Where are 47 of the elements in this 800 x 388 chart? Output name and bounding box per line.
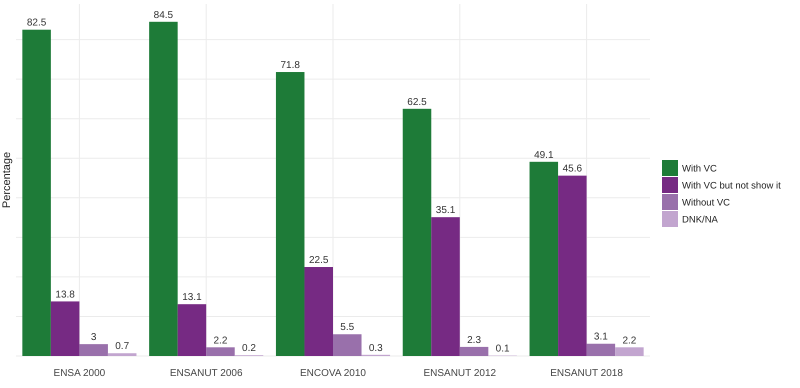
legend-label: With VC <box>682 163 717 174</box>
bar <box>276 72 304 356</box>
legend-label: DNK/NA <box>682 214 719 226</box>
bar <box>558 176 587 356</box>
bar <box>178 304 206 356</box>
data-label: 62.5 <box>407 96 428 108</box>
bar <box>149 22 178 356</box>
y-axis-title: Percentage <box>1 152 13 208</box>
legend-label: With VC but not show it <box>682 180 782 192</box>
data-label: 2.2 <box>214 335 228 346</box>
data-label: 45.6 <box>562 164 582 175</box>
data-label: 82.5 <box>26 18 47 29</box>
data-label: 22.5 <box>309 255 329 266</box>
bar <box>333 334 362 356</box>
data-label: 13.8 <box>55 289 76 300</box>
data-label: 84.5 <box>154 10 174 21</box>
bar <box>206 347 235 356</box>
bar <box>402 108 432 356</box>
data-label: 35.1 <box>436 205 456 216</box>
bar <box>304 267 333 356</box>
data-label: 0.7 <box>115 341 130 352</box>
bar <box>431 217 460 356</box>
bar <box>460 346 488 356</box>
bar <box>530 162 558 356</box>
data-label: 49.1 <box>534 150 554 161</box>
data-label: 3.1 <box>594 332 608 343</box>
data-label: 0.1 <box>496 344 510 355</box>
data-label: 5.5 <box>340 322 355 334</box>
legend-label: Without VC <box>682 197 730 208</box>
bar <box>108 353 136 356</box>
data-label: 0.2 <box>242 343 256 354</box>
bar <box>22 30 51 356</box>
bar <box>79 344 108 356</box>
x-tick-label: ENSANUT 2012 <box>423 368 497 379</box>
data-label: 0.3 <box>368 342 384 354</box>
bar <box>586 344 616 356</box>
x-tick-label: ENSA 2000 <box>54 368 106 379</box>
data-label: 2.2 <box>622 335 637 346</box>
data-label: 13.1 <box>182 292 202 304</box>
data-label: 71.8 <box>280 60 300 72</box>
x-tick-label: ENCOVA 2010 <box>300 368 366 379</box>
bar <box>50 301 80 356</box>
x-tick-label: ENSANUT 2018 <box>550 368 624 379</box>
data-label: 3 <box>90 332 97 344</box>
bar <box>615 347 644 356</box>
x-tick-label: ENSANUT 2006 <box>170 368 243 379</box>
data-label: 2.3 <box>467 334 482 346</box>
